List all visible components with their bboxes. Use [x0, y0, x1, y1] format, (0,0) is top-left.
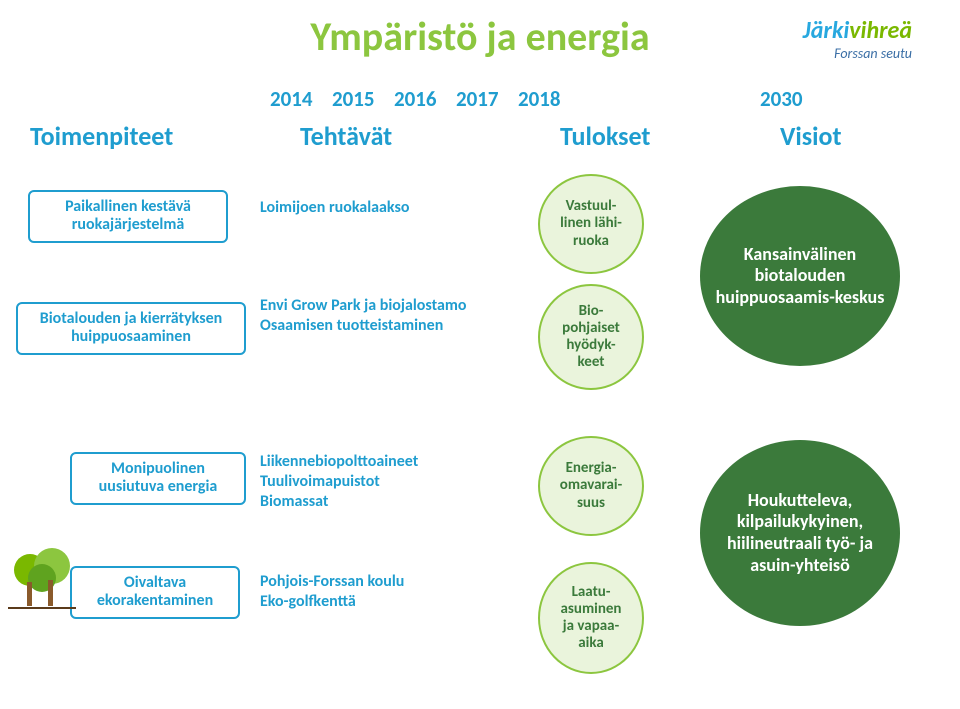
year-2018: 2018	[518, 86, 561, 112]
year-2017: 2017	[456, 86, 499, 112]
logo-part2: vihreä	[849, 16, 912, 45]
bubble-laatuasuminen: Laatu- asuminen ja vapaa- aika	[538, 562, 644, 674]
task-liikennebio: Liikennebiopolttoaineet Tuulivoimapuisto…	[260, 452, 418, 512]
box-ruokajarjestelma: Paikallinen kestävä ruokajärjestelmä	[28, 190, 228, 243]
year-2015: 2015	[332, 86, 375, 112]
bubble-biopohjaiset: Bio- pohjaiset hyödyk- keet	[538, 284, 644, 390]
header-visiot: Visiot	[780, 120, 842, 152]
bubble-lahiruoka: Vastuul- linen lähi- ruoka	[538, 174, 644, 274]
header-tehtavat: Tehtävät	[300, 120, 392, 152]
box-biotalous: Biotalouden ja kierrätyksen huippuosaami…	[16, 302, 246, 355]
box-ekorakentaminen: Oivaltava ekorakentaminen	[70, 566, 240, 619]
task-envigrow: Envi Grow Park ja biojalostamo Osaamisen…	[260, 296, 467, 336]
year-2030: 2030	[760, 86, 803, 112]
year-2016: 2016	[394, 86, 437, 112]
task-loimijoen: Loimijoen ruokalaakso	[260, 198, 409, 218]
task-forssan: Pohjois-Forssan koulu Eko-golfkenttä	[260, 572, 404, 612]
vision-hiilineutraali: Houkutteleva, kilpailukykyinen, hiilineu…	[700, 440, 900, 626]
logo-sub: Forssan seutu	[803, 45, 912, 62]
bubble-energia: Energia- omavarai- suus	[538, 436, 644, 536]
logo: Järkivihreä Forssan seutu	[803, 16, 912, 62]
logo-main: Järkivihreä	[803, 16, 912, 45]
logo-part1: Järki	[803, 16, 849, 45]
header-toimenpiteet: Toimenpiteet	[30, 120, 173, 152]
vision-biotalous: Kansainvälinen biotalouden huippuosaamis…	[700, 186, 900, 366]
header-tulokset: Tulokset	[560, 120, 650, 152]
tree-icon	[8, 546, 80, 619]
year-2014: 2014	[270, 86, 313, 112]
box-energia: Monipuolinen uusiutuva energia	[70, 452, 246, 505]
